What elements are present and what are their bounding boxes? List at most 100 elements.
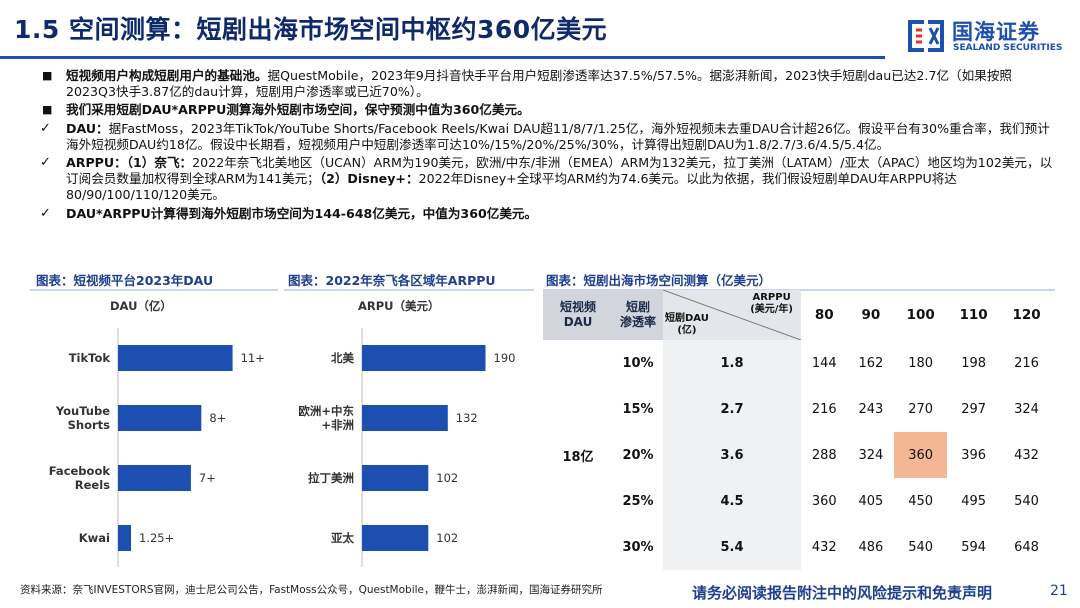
- bar-value-label: 11+: [241, 351, 265, 365]
- cell-market-size: 405: [858, 493, 884, 509]
- paragraph-1-text: 据QuestMobile，2023年9月抖音快手平台用户短剧渗透率达37.5%/…: [66, 68, 1013, 100]
- title-rule: [0, 56, 885, 59]
- bar: [362, 465, 429, 491]
- cell-drama-dau: 2.7: [663, 386, 801, 432]
- paragraph-1: ■ 短视频用户构成短剧用户的基础池。据QuestMobile，2023年9月抖音…: [38, 68, 1058, 100]
- cell-market-size: 360: [894, 432, 948, 478]
- cell-penetration: 25%: [622, 493, 654, 509]
- table-row: 30% 5.4 432 486 540 594 648: [543, 524, 1053, 570]
- arpu-chart: ARPU（美元） 北美 190 欧洲+中东+非洲 132 拉丁美洲 102 亚太 102: [284, 292, 536, 568]
- header-arppu-110: 110: [959, 307, 988, 323]
- table-row: 25% 4.5 360 405 450 495 540: [543, 478, 1053, 524]
- paragraph-2: ■ 我们采用短剧DAU*ARPPU测算海外短剧市场空间，保守预测中值为360亿美…: [38, 102, 1058, 118]
- cell-market-size: 270: [908, 401, 934, 417]
- bar: [118, 525, 132, 551]
- bar-value-label: 7+: [199, 471, 216, 485]
- dau-chart: DAU（亿） TikTok 11+ YouTube Shorts 8+ Facebook R…: [30, 292, 280, 568]
- check-item-arppu-text-2: 2022年Disney+全球平均ARM约为74.6美元。以此为依据，我们假设短剧…: [66, 171, 957, 203]
- cell-penetration: 10%: [622, 355, 654, 371]
- paragraph-2-lead: 我们采用短剧DAU*ARPPU测算海外短剧市场空间，保守预测中值为360亿美元。: [66, 102, 530, 118]
- cell-market-size: 297: [961, 401, 987, 417]
- check-item-dau-text: 据FastMoss，2023年TikTok/YouTube Shorts/Fac…: [66, 120, 1050, 152]
- cell-market-size: 450: [908, 493, 934, 509]
- header: 1.5 空间测算：短剧出海市场空间中枢约360亿美元 国海证券 SEALAND …: [0, 0, 1080, 60]
- market-size-table: 短视频 DAU 短剧 渗透率 ARPPU (美元/年) 短剧DAU (亿) 80 90 …: [543, 290, 1053, 570]
- bar-category-label: Facebook Reels: [49, 464, 111, 492]
- cell-market-size: 216: [1014, 355, 1039, 371]
- bar-value-label: 190: [494, 351, 516, 365]
- diagonal-line: [663, 290, 801, 340]
- check-item-dau: ✓ DAU：据FastMoss，2023年TikTok/YouTube Shor…: [38, 121, 1058, 153]
- header-drama-dau: 短剧DAU (亿): [665, 313, 709, 336]
- cell-market-size: 288: [811, 447, 837, 463]
- bar-value-label: 102: [436, 531, 458, 545]
- bar: [362, 345, 486, 371]
- cell-market-size: 648: [1014, 539, 1039, 555]
- arpu-chart-axis-title: ARPU（美元）: [358, 299, 440, 313]
- bar-category-label: TikTok: [69, 351, 111, 365]
- cell-market-size: 486: [858, 539, 884, 555]
- header-arppu-80: 80: [814, 307, 834, 323]
- header-arppu-100: 100: [906, 307, 935, 323]
- header-arppu-120: 120: [1012, 307, 1041, 323]
- cell-market-size: 216: [811, 401, 837, 417]
- square-bullet-icon: ■: [42, 103, 53, 117]
- logo: 国海证券 SEALAND SECURITIES: [906, 14, 1066, 60]
- header-penetration: 短剧 渗透率: [613, 290, 663, 340]
- check-item-arppu-text-1: 2022年奈飞北美地区（UCAN）ARM为190美元，欧洲/中东/非洲（EMEA…: [66, 155, 1053, 187]
- check-icon: ✓: [40, 155, 51, 171]
- disclaimer: 请务必阅读报告附注中的风险提示和免责声明: [692, 584, 993, 602]
- table-title: 图表：短剧出海市场空间测算（亿美元）: [546, 273, 772, 288]
- paragraph-1-lead: 短视频用户构成短剧用户的基础池。: [66, 68, 268, 83]
- cell-market-size: 396: [961, 447, 987, 463]
- bar-category-label: 欧洲+中东+非洲: [298, 404, 354, 432]
- bar-value-label: 102: [436, 471, 458, 485]
- cell-market-size: 243: [858, 401, 884, 417]
- check-item-arppu-lead-1: ARPPU：（1）奈飞：: [66, 155, 193, 171]
- source-note: 资料来源：奈飞INVESTORS官网，迪士尼公司公告，FastMoss公众号，Q…: [20, 584, 603, 596]
- cell-market-size: 360: [811, 493, 837, 509]
- square-bullet-icon: ■: [42, 69, 53, 82]
- cell-penetration: 30%: [622, 539, 654, 555]
- page-number: 21: [1050, 583, 1068, 599]
- cell-market-size: 324: [1014, 401, 1039, 417]
- table-row: 18亿 10% 1.8 144 162 180 198 216: [543, 340, 1053, 465]
- bar-value-label: 1.25+: [139, 531, 174, 545]
- dau-chart-axis-title: DAU（亿）: [110, 299, 172, 313]
- table-row: 20% 3.6 288 324 360 396 432: [543, 432, 1053, 478]
- logo-mark-icon: [908, 20, 944, 52]
- chart-1-title: 图表：短视频平台2023年DAU: [36, 273, 214, 288]
- bar: [362, 405, 448, 431]
- check-item-arppu: ✓ ARPPU：（1）奈飞：2022年奈飞北美地区（UCAN）ARM为190美元…: [38, 155, 1058, 204]
- dau-chart-svg: TikTok 11+ YouTube Shorts 8+ Facebook Reels 7+ K…: [49, 328, 265, 568]
- check-item-result-text: DAU*ARPPU计算得到海外短剧市场空间为144-648亿美元，中值为360亿…: [66, 205, 538, 221]
- cell-short-video-dau: 18亿: [562, 449, 594, 465]
- chart-2-title: 图表：2022年奈飞各区域年ARPPU: [288, 273, 496, 288]
- bar-category-label: 北美: [331, 351, 354, 365]
- bar-category-label: 亚太: [331, 531, 354, 545]
- check-icon: ✓: [40, 120, 51, 136]
- cell-penetration: 20%: [622, 447, 654, 463]
- table-header-row: 短视频 DAU 短剧 渗透率 ARPPU (美元/年) 短剧DAU (亿) 80 90 …: [543, 290, 1053, 340]
- cell-market-size: 162: [858, 355, 884, 371]
- cell-market-size: 432: [811, 539, 837, 555]
- cell-drama-dau: 1.8: [663, 340, 801, 386]
- bar-value-label: 132: [456, 411, 478, 425]
- chart-1-rule: [30, 289, 278, 291]
- check-icon: ✓: [40, 205, 51, 221]
- bar: [118, 465, 191, 491]
- cell-market-size: 180: [908, 355, 934, 371]
- check-item-arppu-lead-2: （2）Disney+：: [319, 171, 419, 187]
- bar-category-label: YouTube Shorts: [55, 404, 110, 432]
- check-item-dau-lead: DAU：: [66, 120, 109, 136]
- page-title: 1.5 空间测算：短剧出海市场空间中枢约360亿美元: [14, 15, 608, 44]
- bar-value-label: 8+: [209, 411, 226, 425]
- bar: [118, 345, 233, 371]
- cell-penetration: 15%: [622, 401, 654, 417]
- chart-2-rule: [284, 289, 534, 291]
- cell-market-size: 495: [961, 493, 987, 509]
- cell-drama-dau: 3.6: [663, 432, 801, 478]
- check-item-result: ✓ DAU*ARPPU计算得到海外短剧市场空间为144-648亿美元，中值为36…: [38, 206, 1058, 222]
- cell-market-size: 432: [1014, 447, 1039, 463]
- cell-market-size: 540: [908, 539, 934, 555]
